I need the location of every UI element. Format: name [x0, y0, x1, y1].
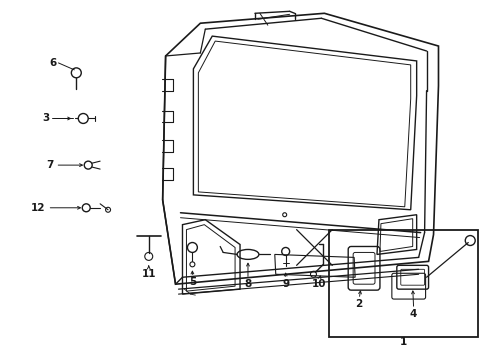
Text: 4: 4: [409, 309, 417, 319]
Text: 8: 8: [244, 279, 251, 289]
Text: 5: 5: [188, 277, 196, 287]
Text: 2: 2: [355, 299, 362, 309]
Bar: [328, 230, 477, 337]
Text: 6: 6: [49, 58, 56, 68]
Text: 7: 7: [46, 160, 53, 170]
Text: 10: 10: [311, 279, 326, 289]
Text: 12: 12: [31, 203, 45, 213]
Text: 11: 11: [141, 269, 156, 279]
Text: 9: 9: [282, 279, 288, 289]
Text: 3: 3: [42, 113, 49, 123]
Text: 1: 1: [399, 337, 407, 347]
